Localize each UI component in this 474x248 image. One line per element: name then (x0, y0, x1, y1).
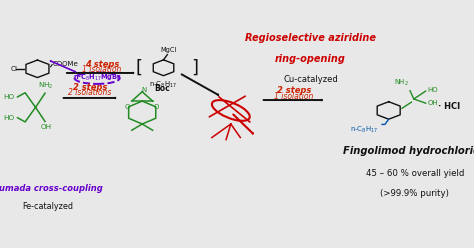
Text: OH: OH (40, 124, 52, 130)
Text: Cu-catalyzed: Cu-catalyzed (283, 75, 338, 84)
Text: Kumada cross-coupling: Kumada cross-coupling (0, 184, 102, 193)
Text: Cl: Cl (10, 66, 17, 72)
Text: 45 – 60 % overall yield: 45 – 60 % overall yield (365, 169, 464, 178)
Text: NH$_2$: NH$_2$ (394, 78, 409, 88)
Text: N: N (141, 87, 147, 93)
Text: ]: ] (191, 59, 198, 77)
Text: ring-opening: ring-opening (275, 54, 346, 63)
Text: HO: HO (3, 115, 14, 121)
Text: 2 steps: 2 steps (73, 83, 107, 92)
Text: 1 isolation: 1 isolation (82, 65, 122, 74)
Text: O: O (125, 104, 130, 110)
Text: O: O (154, 104, 159, 110)
Text: 2 isolations: 2 isolations (68, 88, 112, 97)
Text: 1 isolation: 1 isolation (274, 92, 314, 101)
Text: (>99.9% purity): (>99.9% purity) (380, 189, 449, 198)
Text: Boc: Boc (154, 84, 170, 93)
Text: MgCl: MgCl (160, 47, 176, 53)
Text: OH: OH (428, 100, 438, 106)
Text: Fe-catalyzed: Fe-catalyzed (22, 202, 73, 211)
Text: COOMe: COOMe (52, 61, 78, 66)
Text: Fingolimod hydrochloride: Fingolimod hydrochloride (343, 146, 474, 156)
Text: n-C$_8$H$_{17}$: n-C$_8$H$_{17}$ (350, 125, 378, 135)
Text: HO: HO (427, 87, 438, 93)
Text: n-C$_8$H$_{17}$MgBr: n-C$_8$H$_{17}$MgBr (73, 73, 122, 83)
Text: · HCl: · HCl (438, 102, 460, 111)
Text: n-C$_8$H$_{17}$: n-C$_8$H$_{17}$ (149, 79, 178, 90)
Text: [: [ (136, 59, 142, 77)
Text: HO: HO (3, 93, 14, 99)
Text: 2 steps: 2 steps (277, 86, 311, 95)
Text: NH$_2$: NH$_2$ (38, 80, 54, 91)
Text: 4 steps: 4 steps (85, 60, 119, 69)
Text: Regioselective aziridine: Regioselective aziridine (245, 33, 376, 43)
